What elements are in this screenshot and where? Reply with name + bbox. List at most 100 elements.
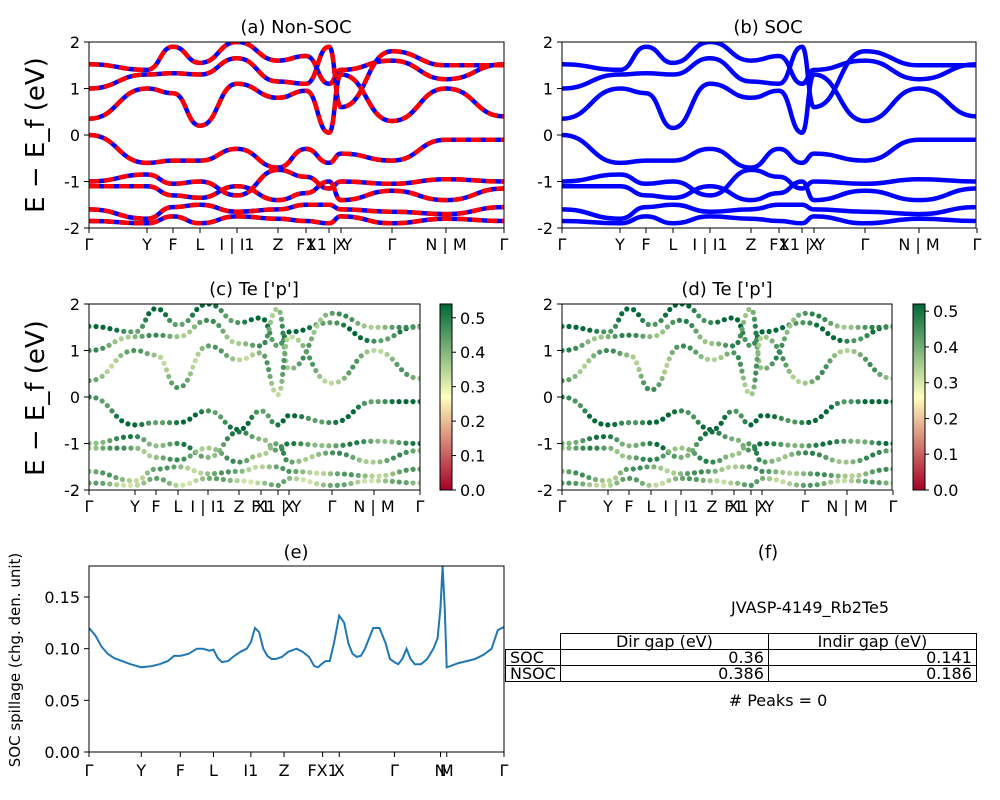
band-point [368, 324, 374, 330]
band-point [173, 482, 179, 488]
band-point [869, 439, 875, 446]
band-point [256, 436, 262, 442]
band-point [100, 445, 106, 451]
band-point [795, 450, 802, 456]
band-point [716, 430, 722, 436]
k-point-label: I | I1 [219, 235, 254, 254]
band-point [390, 455, 397, 461]
k-point-label: Γ [390, 761, 399, 780]
band-point [672, 446, 678, 452]
band-point [223, 313, 229, 319]
band-point [654, 333, 660, 339]
band-point [594, 445, 600, 451]
band-point [261, 317, 268, 323]
band-point [180, 482, 186, 488]
band-point [389, 399, 395, 405]
band-point [106, 472, 112, 478]
band-point [120, 434, 127, 440]
k-point-label: L [196, 235, 205, 254]
band-point [758, 413, 764, 419]
band-line [562, 42, 976, 87]
band-point [396, 399, 402, 405]
band-point [640, 317, 646, 324]
band-point [573, 324, 579, 330]
colorbar-tick-label: 0.4 [460, 343, 485, 362]
band-point [735, 339, 741, 346]
k-point-label: F1 [724, 497, 743, 516]
panel-f-title: (f) [758, 542, 778, 563]
band-point [586, 436, 593, 442]
band-point [157, 354, 164, 360]
band-point [721, 479, 727, 485]
k-point-label: Γ [558, 497, 567, 516]
band-point [417, 466, 420, 472]
band-point [635, 312, 642, 318]
band-point [769, 458, 775, 464]
k-point-label: X [336, 235, 347, 254]
band-point [212, 452, 218, 459]
band-point [666, 356, 672, 362]
band-point [286, 468, 292, 474]
band-point [303, 456, 309, 463]
band-point [597, 349, 603, 355]
band-point [403, 467, 409, 473]
band-point [326, 443, 332, 449]
band-point [841, 478, 848, 484]
band-point [640, 333, 646, 339]
band-point [160, 442, 166, 448]
band-point [147, 476, 153, 483]
band-point [654, 456, 660, 462]
y-tick-label: 0.05 [44, 691, 80, 710]
band-point [224, 334, 230, 340]
band-point [161, 360, 167, 366]
band-point [205, 343, 212, 349]
band-point [237, 459, 243, 465]
band-point [174, 384, 180, 391]
band-point [410, 480, 416, 486]
k-point-label: Z [746, 235, 757, 254]
band-point [744, 388, 750, 394]
band-point [266, 464, 272, 470]
band-point [855, 438, 861, 445]
band-point [227, 477, 233, 483]
y-tick-label: 0.10 [44, 640, 80, 659]
band-point [671, 409, 678, 415]
band-line [562, 167, 976, 198]
k-point-label: X [334, 761, 345, 780]
band-point [206, 475, 213, 482]
band-point [119, 476, 126, 483]
band-point [692, 450, 698, 457]
band-point [375, 478, 382, 484]
band-point [139, 323, 146, 329]
band-point [748, 422, 754, 428]
band-point [256, 350, 262, 356]
k-point-label: Γ [801, 497, 810, 516]
y-tick-label: -2 [537, 481, 553, 500]
band-point [306, 325, 313, 331]
band-point [153, 454, 159, 461]
band-point [843, 459, 849, 465]
band-point [343, 313, 349, 319]
band-line [89, 202, 504, 221]
band-point [186, 480, 193, 487]
band-point [614, 448, 620, 455]
band-point [220, 441, 227, 448]
band-point [689, 322, 695, 329]
band-line [89, 214, 504, 226]
band-point [377, 459, 383, 465]
band-point [869, 469, 876, 475]
band-point [834, 323, 840, 329]
band-point [725, 464, 732, 470]
band-point [314, 470, 320, 476]
band-point [566, 445, 572, 451]
band-point [606, 478, 612, 484]
k-point-label: F [168, 235, 177, 254]
band-point [167, 317, 173, 324]
band-point [178, 464, 184, 470]
band-point [821, 472, 827, 478]
band-point [687, 345, 693, 351]
band-point [647, 457, 653, 463]
band-point [600, 482, 607, 488]
band-point [807, 320, 813, 326]
